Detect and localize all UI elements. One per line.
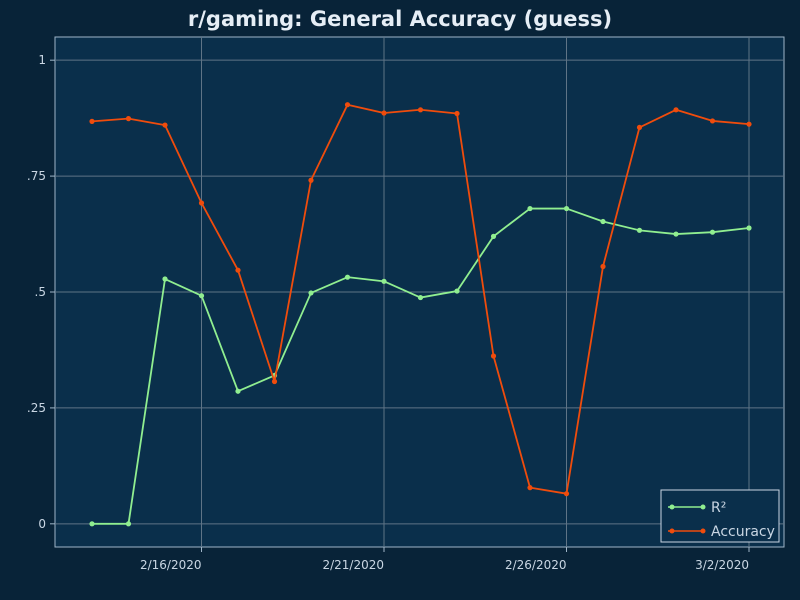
series-0-point — [746, 225, 752, 231]
legend-marker-accuracy — [669, 528, 675, 534]
series-0-point — [89, 521, 95, 527]
series-1-point — [235, 267, 241, 273]
y-tick-label: 0 — [38, 517, 46, 531]
series-1-point — [198, 200, 205, 206]
series-1-point — [490, 353, 497, 359]
chart-title: r/gaming: General Accuracy (guess) — [188, 7, 612, 31]
x-axis: 2/16/2020 2/21/2020 2/26/2020 3/2/2020 — [140, 547, 750, 572]
x-tick-label: 2/21/2020 — [322, 558, 384, 572]
x-tick-label: 2/16/2020 — [140, 558, 202, 572]
series-0-point — [125, 521, 132, 527]
x-tick-label: 3/2/2020 — [695, 558, 749, 572]
series-0-point — [527, 205, 533, 212]
series-1-point — [89, 118, 95, 124]
series-1-point — [527, 485, 533, 491]
series-0-point — [600, 218, 606, 225]
legend-label-accuracy: Accuracy — [711, 524, 775, 540]
series-0-point — [198, 293, 205, 299]
series-0-point — [162, 276, 168, 282]
y-tick-label: .25 — [27, 401, 46, 415]
series-1-point — [636, 124, 643, 131]
series-1-point — [746, 121, 752, 127]
series-0-point — [381, 278, 387, 284]
series-layer — [89, 102, 752, 527]
series-1-point — [125, 116, 132, 122]
series-0-point — [709, 229, 716, 235]
series-0-point — [673, 231, 679, 237]
y-tick-label: 1 — [38, 53, 46, 67]
legend-marker-accuracy-end — [700, 528, 706, 534]
legend-box — [660, 489, 780, 543]
series-0-point — [344, 274, 351, 280]
legend: R² Accuracy — [660, 489, 780, 543]
series-1-point — [563, 491, 570, 497]
y-tick-label: .75 — [27, 169, 46, 183]
y-axis: 0 .25 .5 .75 1 — [27, 53, 55, 531]
series-0-point — [490, 233, 497, 239]
series-1-point — [709, 118, 716, 124]
series-1-point — [381, 110, 387, 116]
series-0-point — [308, 290, 314, 296]
series-0-point — [454, 288, 460, 294]
series-1-point — [454, 110, 460, 117]
series-1-point — [344, 102, 351, 108]
legend-marker-r2 — [669, 504, 675, 510]
series-0-point — [563, 205, 570, 212]
series-0-point — [636, 227, 643, 233]
series-1-point — [600, 263, 606, 270]
series-1-point — [162, 122, 168, 128]
series-0-point — [235, 388, 241, 394]
series-1-point — [673, 107, 679, 113]
legend-label-r2: R² — [711, 500, 726, 516]
series-1-point — [271, 378, 278, 385]
series-0-point — [417, 294, 424, 301]
legend-marker-r2-end — [700, 504, 706, 510]
series-1-point — [308, 177, 314, 183]
series-1-point — [417, 107, 424, 113]
y-tick-label: .5 — [35, 285, 46, 299]
x-tick-label: 2/26/2020 — [505, 558, 567, 572]
